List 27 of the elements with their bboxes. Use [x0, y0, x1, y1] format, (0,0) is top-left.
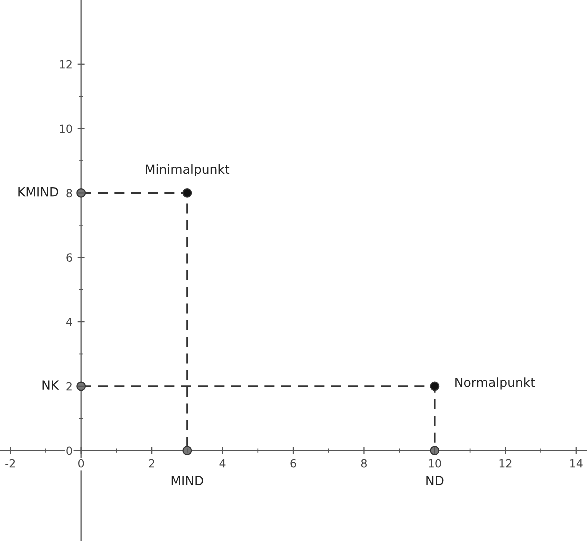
- y-tick-label: 6: [66, 254, 72, 262]
- annotation: MIND: [172, 476, 204, 486]
- point: [76, 382, 86, 392]
- x-tick-label: 2: [149, 459, 154, 468]
- point: [430, 382, 440, 392]
- point: [430, 446, 440, 456]
- annotation: KMIND: [18, 188, 58, 197]
- point: [182, 188, 192, 198]
- x-tick-label: -2: [6, 459, 16, 468]
- x-tick-label: 0: [78, 459, 84, 468]
- x-tick-label: 10: [429, 459, 442, 468]
- y-tick-label: 8: [66, 189, 72, 198]
- annotation: Normalpunkt: [456, 378, 536, 390]
- x-tick-label: 4: [220, 460, 226, 468]
- x-tick-label: 12: [500, 459, 512, 468]
- x-tick-label: 8: [361, 459, 367, 468]
- x-tick-label: 14: [570, 460, 583, 468]
- y-tick-label: 2: [66, 382, 72, 391]
- annotation: ND: [426, 476, 444, 486]
- annotation: NK: [42, 380, 60, 390]
- y-tick-label: 10: [60, 124, 72, 134]
- y-tick-label: 4: [66, 318, 72, 326]
- y-tick-label: 0: [66, 446, 72, 456]
- point: [182, 446, 192, 456]
- annotation: Minimalpunkt: [146, 164, 230, 177]
- x-tick-label: 6: [290, 459, 296, 468]
- y-tick-label: 12: [60, 60, 72, 69]
